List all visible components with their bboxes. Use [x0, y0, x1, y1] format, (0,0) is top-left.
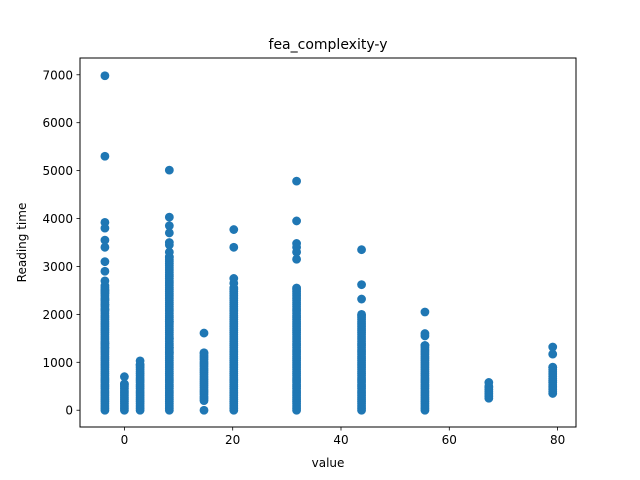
data-point [357, 280, 366, 290]
data-point [357, 309, 366, 319]
data-point [100, 242, 110, 252]
plot-frame [79, 57, 577, 428]
data-point [164, 221, 174, 231]
x-tick-label: 60 [442, 433, 457, 447]
y-tick-label: 6000 [42, 116, 73, 130]
data-point [199, 348, 209, 358]
y-tick-label: 2000 [42, 308, 73, 322]
y-tick-label: 0 [65, 404, 73, 418]
data-point [164, 333, 174, 343]
data-point [120, 379, 129, 389]
data-point [292, 254, 301, 264]
y-tick-label: 7000 [42, 68, 73, 82]
data-point [229, 242, 239, 252]
data-point [100, 223, 110, 233]
data-point [420, 341, 430, 350]
y-tick-label: 5000 [42, 164, 73, 178]
data-point [100, 71, 110, 81]
y-tick-label: 1000 [42, 356, 73, 370]
x-tick-label: 20 [225, 433, 240, 447]
data-point [292, 283, 301, 293]
data-point [420, 307, 430, 317]
data-point [484, 378, 494, 387]
data-point [100, 343, 110, 353]
data-point [420, 331, 430, 341]
data-point [164, 212, 174, 222]
data-point [164, 348, 174, 358]
x-axis-ticks: 0 20 40 60 80 [121, 427, 565, 447]
data-points [100, 71, 558, 415]
data-point [100, 288, 110, 298]
data-point [199, 328, 209, 338]
data-point [100, 266, 110, 276]
x-tick-label: 0 [121, 433, 129, 447]
data-point [164, 247, 174, 257]
data-point [229, 278, 239, 288]
data-point [164, 165, 174, 175]
x-axis-label: value [312, 456, 345, 470]
data-point [292, 247, 301, 257]
y-axis-ticks: 0 1000 2000 3000 4000 5000 6000 7000 [42, 68, 80, 418]
data-point [100, 235, 110, 245]
data-point [135, 356, 145, 366]
data-point [100, 276, 110, 286]
data-point [548, 362, 558, 372]
data-point [548, 342, 558, 352]
data-point [199, 405, 209, 415]
y-tick-label: 4000 [42, 212, 73, 226]
y-tick-label: 3000 [42, 260, 73, 274]
data-point [548, 349, 558, 359]
data-point [100, 151, 110, 161]
data-point [357, 294, 366, 304]
data-point [164, 228, 174, 238]
data-point [292, 216, 301, 226]
y-axis-label: Reading time [15, 203, 29, 283]
data-point [120, 372, 129, 382]
data-point [292, 176, 301, 186]
data-point [229, 225, 239, 234]
data-point [164, 240, 174, 250]
data-point [100, 257, 110, 267]
data-point [100, 305, 110, 314]
data-point [164, 317, 174, 326]
x-tick-label: 80 [550, 433, 565, 447]
data-point [357, 245, 366, 255]
x-tick-label: 40 [333, 433, 348, 447]
chart-title: fea_complexity-y [269, 37, 388, 53]
